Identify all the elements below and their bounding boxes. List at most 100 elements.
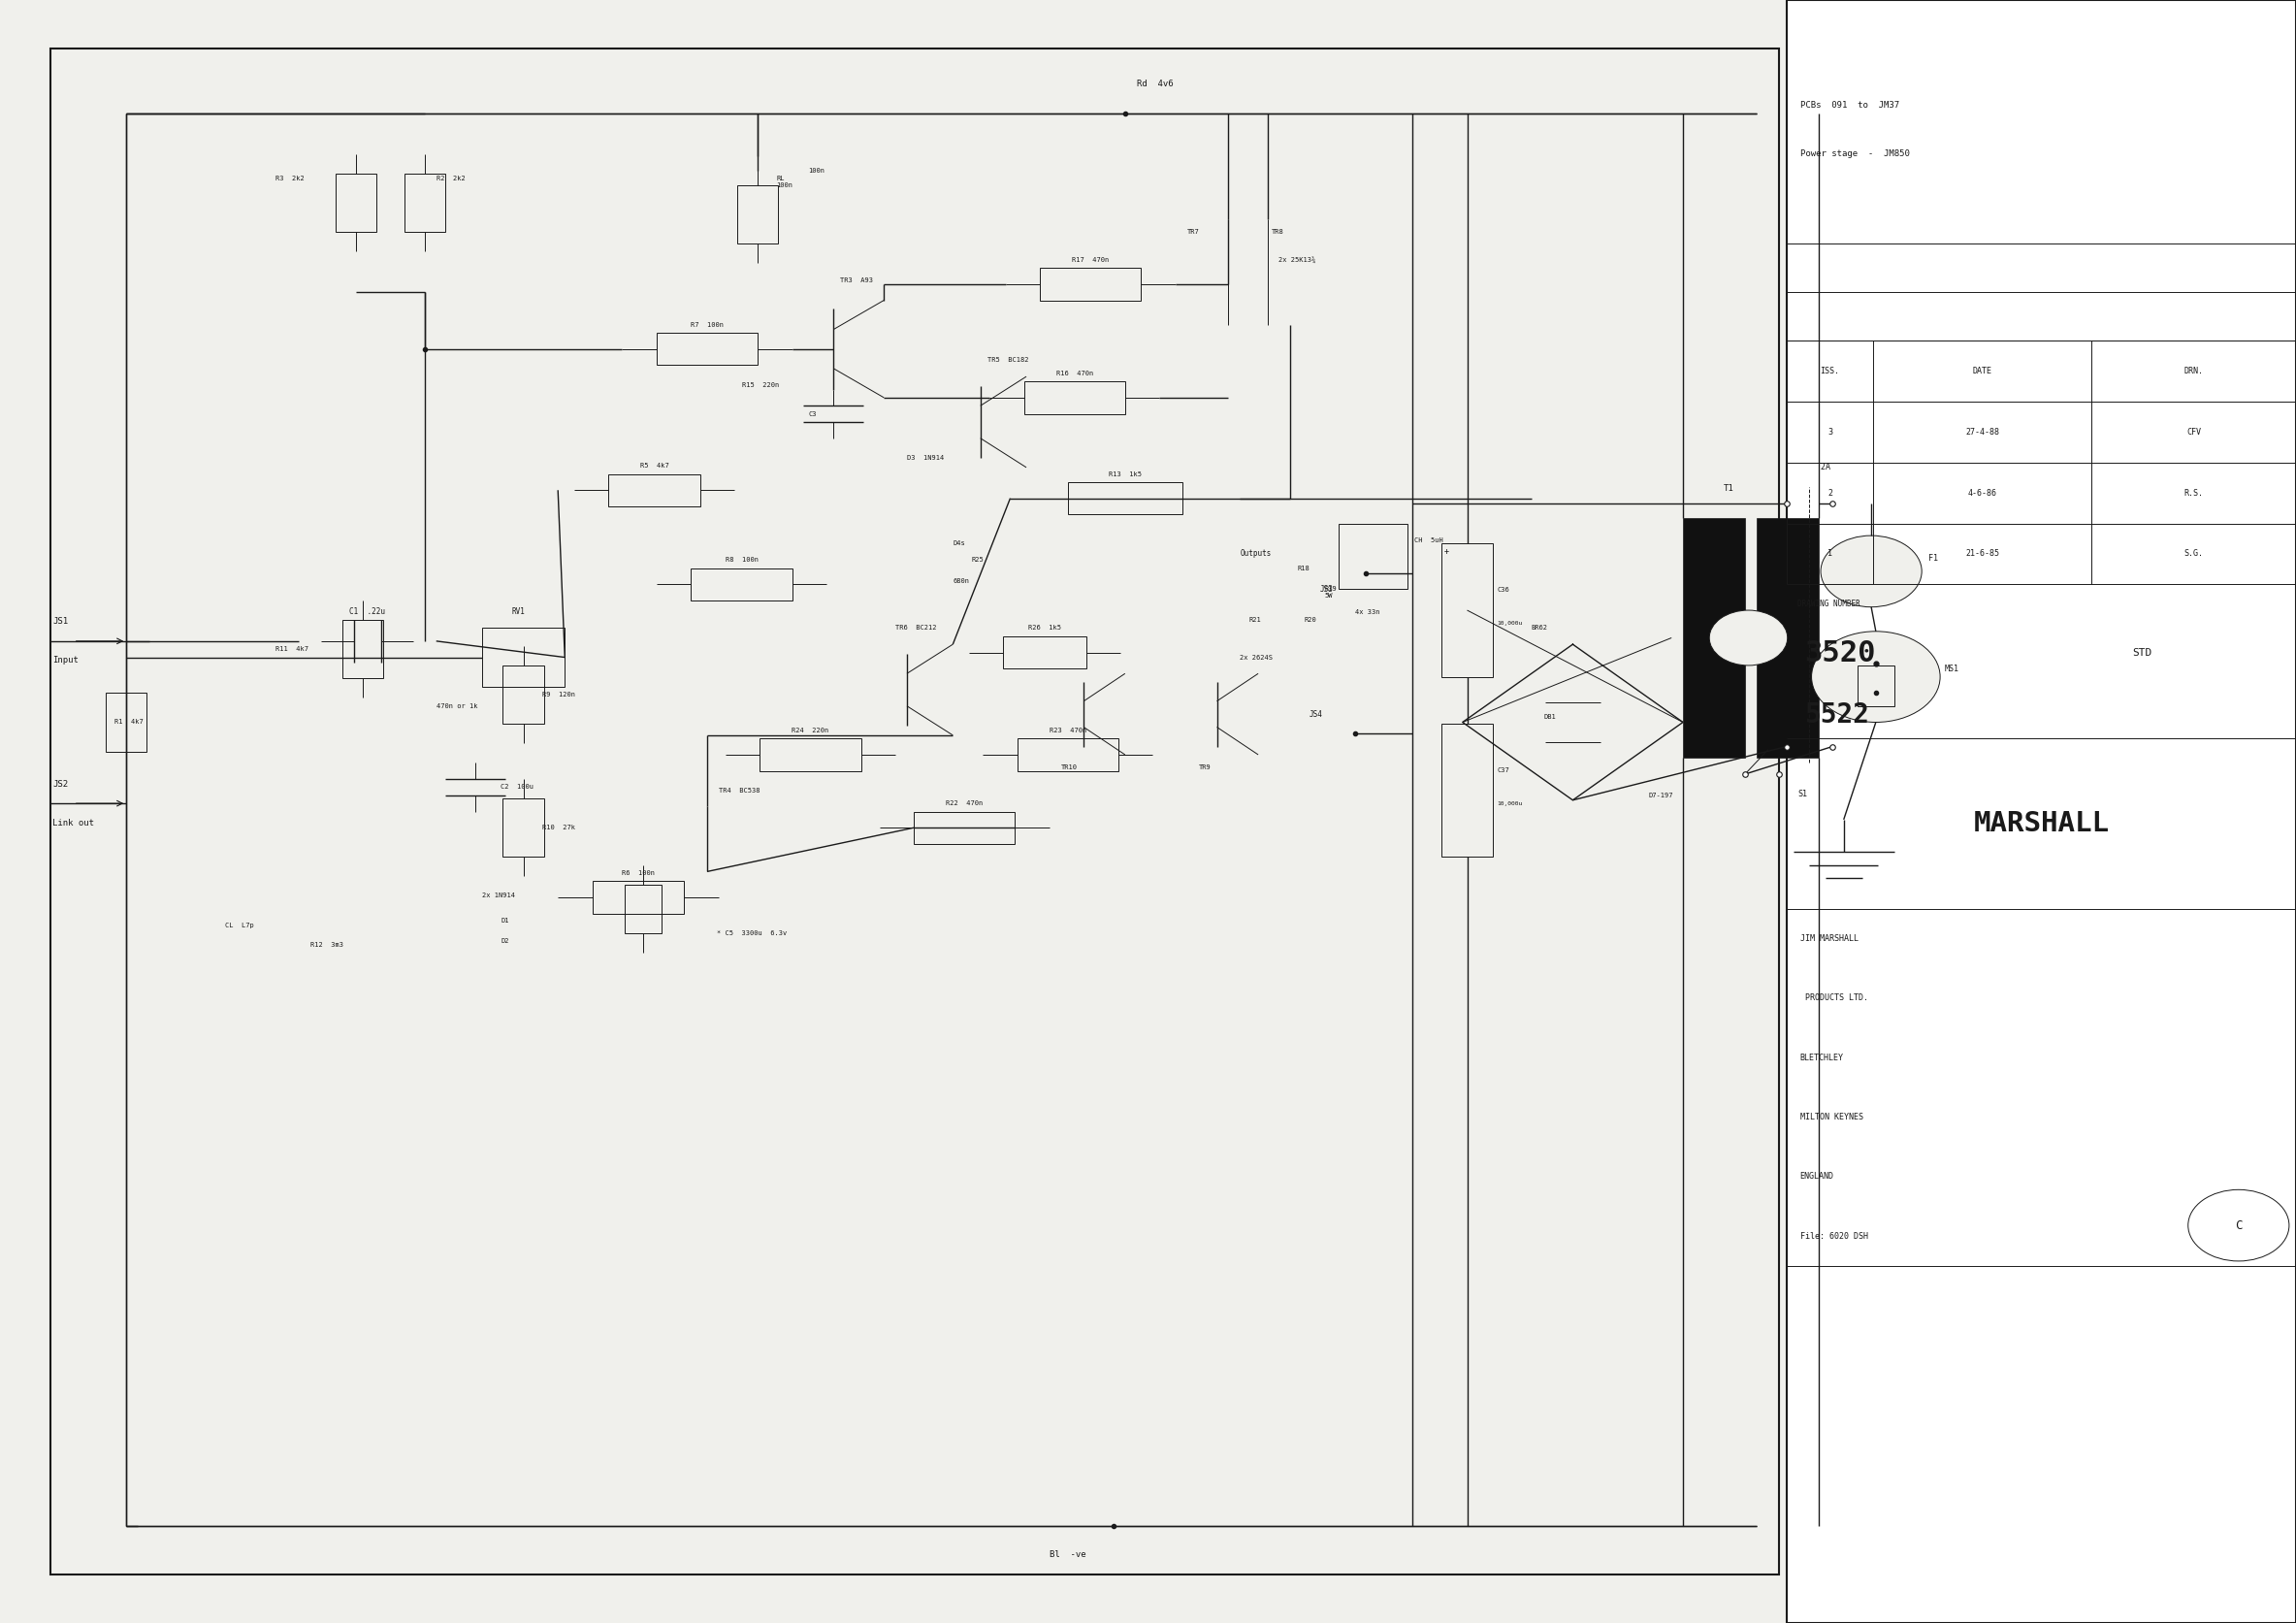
Text: R12  3m3: R12 3m3: [310, 941, 342, 948]
Text: CFV: CFV: [2186, 428, 2202, 437]
Text: T2A: T2A: [1816, 463, 1830, 472]
Bar: [1068, 482, 1182, 514]
Text: Power stage  -  JM850: Power stage - JM850: [1800, 149, 1910, 159]
Text: TR7: TR7: [1187, 229, 1199, 235]
Text: R21: R21: [1249, 617, 1261, 623]
Text: 3: 3: [1828, 428, 1832, 437]
Text: C3: C3: [808, 411, 817, 417]
Bar: [1683, 518, 1745, 758]
Text: 680n: 680n: [953, 578, 969, 584]
Text: R17  470n: R17 470n: [1072, 256, 1109, 263]
Text: PRODUCTS LTD.: PRODUCTS LTD.: [1800, 993, 1869, 1003]
Bar: [503, 665, 544, 724]
Bar: [914, 812, 1015, 844]
Text: Input: Input: [53, 656, 78, 665]
Text: S.G.: S.G.: [2183, 550, 2204, 558]
Text: C1  .22u: C1 .22u: [349, 607, 386, 617]
Text: R15  220n: R15 220n: [742, 381, 778, 388]
Text: T1: T1: [1724, 484, 1733, 493]
Text: 10,000u: 10,000u: [1497, 802, 1522, 807]
Text: C2  100u: C2 100u: [501, 784, 533, 790]
Text: R1  4k7: R1 4k7: [115, 719, 145, 725]
Text: JS4: JS4: [1309, 709, 1322, 719]
Text: MARSHALL: MARSHALL: [1972, 810, 2110, 837]
Text: R7  100n: R7 100n: [691, 321, 723, 328]
Text: R9  120n: R9 120n: [542, 691, 574, 698]
Bar: [760, 738, 861, 771]
Text: JIM MARSHALL: JIM MARSHALL: [1800, 935, 1857, 943]
Bar: [335, 174, 377, 232]
Text: JS3: JS3: [1320, 584, 1334, 594]
Text: MS1: MS1: [1945, 664, 1958, 674]
Text: TR9: TR9: [1199, 764, 1210, 771]
Text: C36: C36: [1497, 588, 1508, 592]
Text: DB1: DB1: [1543, 714, 1557, 721]
Text: R19
5W: R19 5W: [1325, 586, 1336, 599]
Text: R24  220n: R24 220n: [792, 727, 829, 734]
Text: R13  1k5: R13 1k5: [1109, 471, 1141, 477]
Text: DATE: DATE: [1972, 367, 1993, 375]
Circle shape: [1812, 631, 1940, 722]
Text: 3520: 3520: [1805, 639, 1876, 667]
Text: R16  470n: R16 470n: [1056, 370, 1093, 377]
Circle shape: [1708, 610, 1786, 665]
Text: 21-6-85: 21-6-85: [1965, 550, 2000, 558]
Text: JS1: JS1: [53, 617, 69, 626]
Text: R11  4k7: R11 4k7: [276, 646, 308, 652]
Text: STD: STD: [2133, 649, 2151, 657]
Text: S1: S1: [1798, 789, 1807, 799]
Bar: [404, 174, 445, 232]
Text: R.S.: R.S.: [2183, 489, 2204, 497]
Text: ENGLAND: ENGLAND: [1800, 1172, 1835, 1182]
Text: 2x 25K13¾: 2x 25K13¾: [1279, 256, 1316, 263]
Bar: [608, 474, 700, 506]
Text: BR62: BR62: [1531, 625, 1548, 631]
Text: D1: D1: [501, 917, 510, 923]
Text: 27-4-88: 27-4-88: [1965, 428, 2000, 437]
Text: CL  L7p: CL L7p: [225, 922, 255, 928]
Text: R10  27k: R10 27k: [542, 824, 574, 831]
Text: Link out: Link out: [53, 818, 94, 828]
Text: PCBs  091  to  JM37: PCBs 091 to JM37: [1800, 101, 1899, 110]
Text: R3  2k2: R3 2k2: [276, 175, 305, 182]
Text: CH  5uH: CH 5uH: [1414, 537, 1444, 544]
Text: TR6  BC212: TR6 BC212: [895, 625, 937, 631]
Text: R18: R18: [1297, 565, 1309, 571]
Text: File: 6020 DSH: File: 6020 DSH: [1800, 1232, 1869, 1240]
Text: TR10: TR10: [1061, 764, 1077, 771]
Text: R26  1k5: R26 1k5: [1029, 625, 1061, 631]
Text: D3  1N914: D3 1N914: [907, 454, 944, 461]
Text: C37: C37: [1497, 768, 1508, 773]
Bar: [592, 881, 684, 914]
Text: DRN.: DRN.: [2183, 367, 2204, 375]
Text: TR5  BC182: TR5 BC182: [987, 357, 1029, 364]
Bar: [1442, 544, 1492, 677]
Text: R6  100n: R6 100n: [622, 870, 654, 876]
Bar: [657, 333, 758, 365]
Text: Outputs: Outputs: [1240, 549, 1272, 558]
Text: 2x 1N914: 2x 1N914: [482, 893, 514, 899]
Text: R8  100n: R8 100n: [726, 557, 758, 563]
Text: 4-6-86: 4-6-86: [1968, 489, 1998, 497]
Text: ISS.: ISS.: [1821, 367, 1839, 375]
Bar: [1756, 518, 1818, 758]
Text: BLETCHLEY: BLETCHLEY: [1800, 1053, 1844, 1061]
Text: TR3  A93: TR3 A93: [840, 278, 872, 284]
Text: 470n or 1k: 470n or 1k: [436, 703, 478, 709]
Bar: [342, 620, 383, 678]
Bar: [1786, 0, 2296, 1623]
Text: Bl  -ve: Bl -ve: [1049, 1550, 1086, 1560]
Text: TR4  BC538: TR4 BC538: [719, 787, 760, 794]
Text: 5522: 5522: [1805, 701, 1869, 729]
Bar: [503, 799, 544, 857]
Text: * C5  3300u  6.3v: * C5 3300u 6.3v: [716, 930, 788, 936]
Text: 100n: 100n: [808, 167, 824, 174]
Text: RL
100n: RL 100n: [776, 175, 792, 188]
Text: Rd  4v6: Rd 4v6: [1137, 80, 1173, 89]
Text: R25: R25: [971, 557, 983, 563]
Bar: [482, 628, 565, 687]
Bar: [1040, 268, 1141, 300]
Text: R22  470n: R22 470n: [946, 800, 983, 807]
Text: D2: D2: [501, 938, 510, 945]
Text: C: C: [2234, 1219, 2243, 1232]
